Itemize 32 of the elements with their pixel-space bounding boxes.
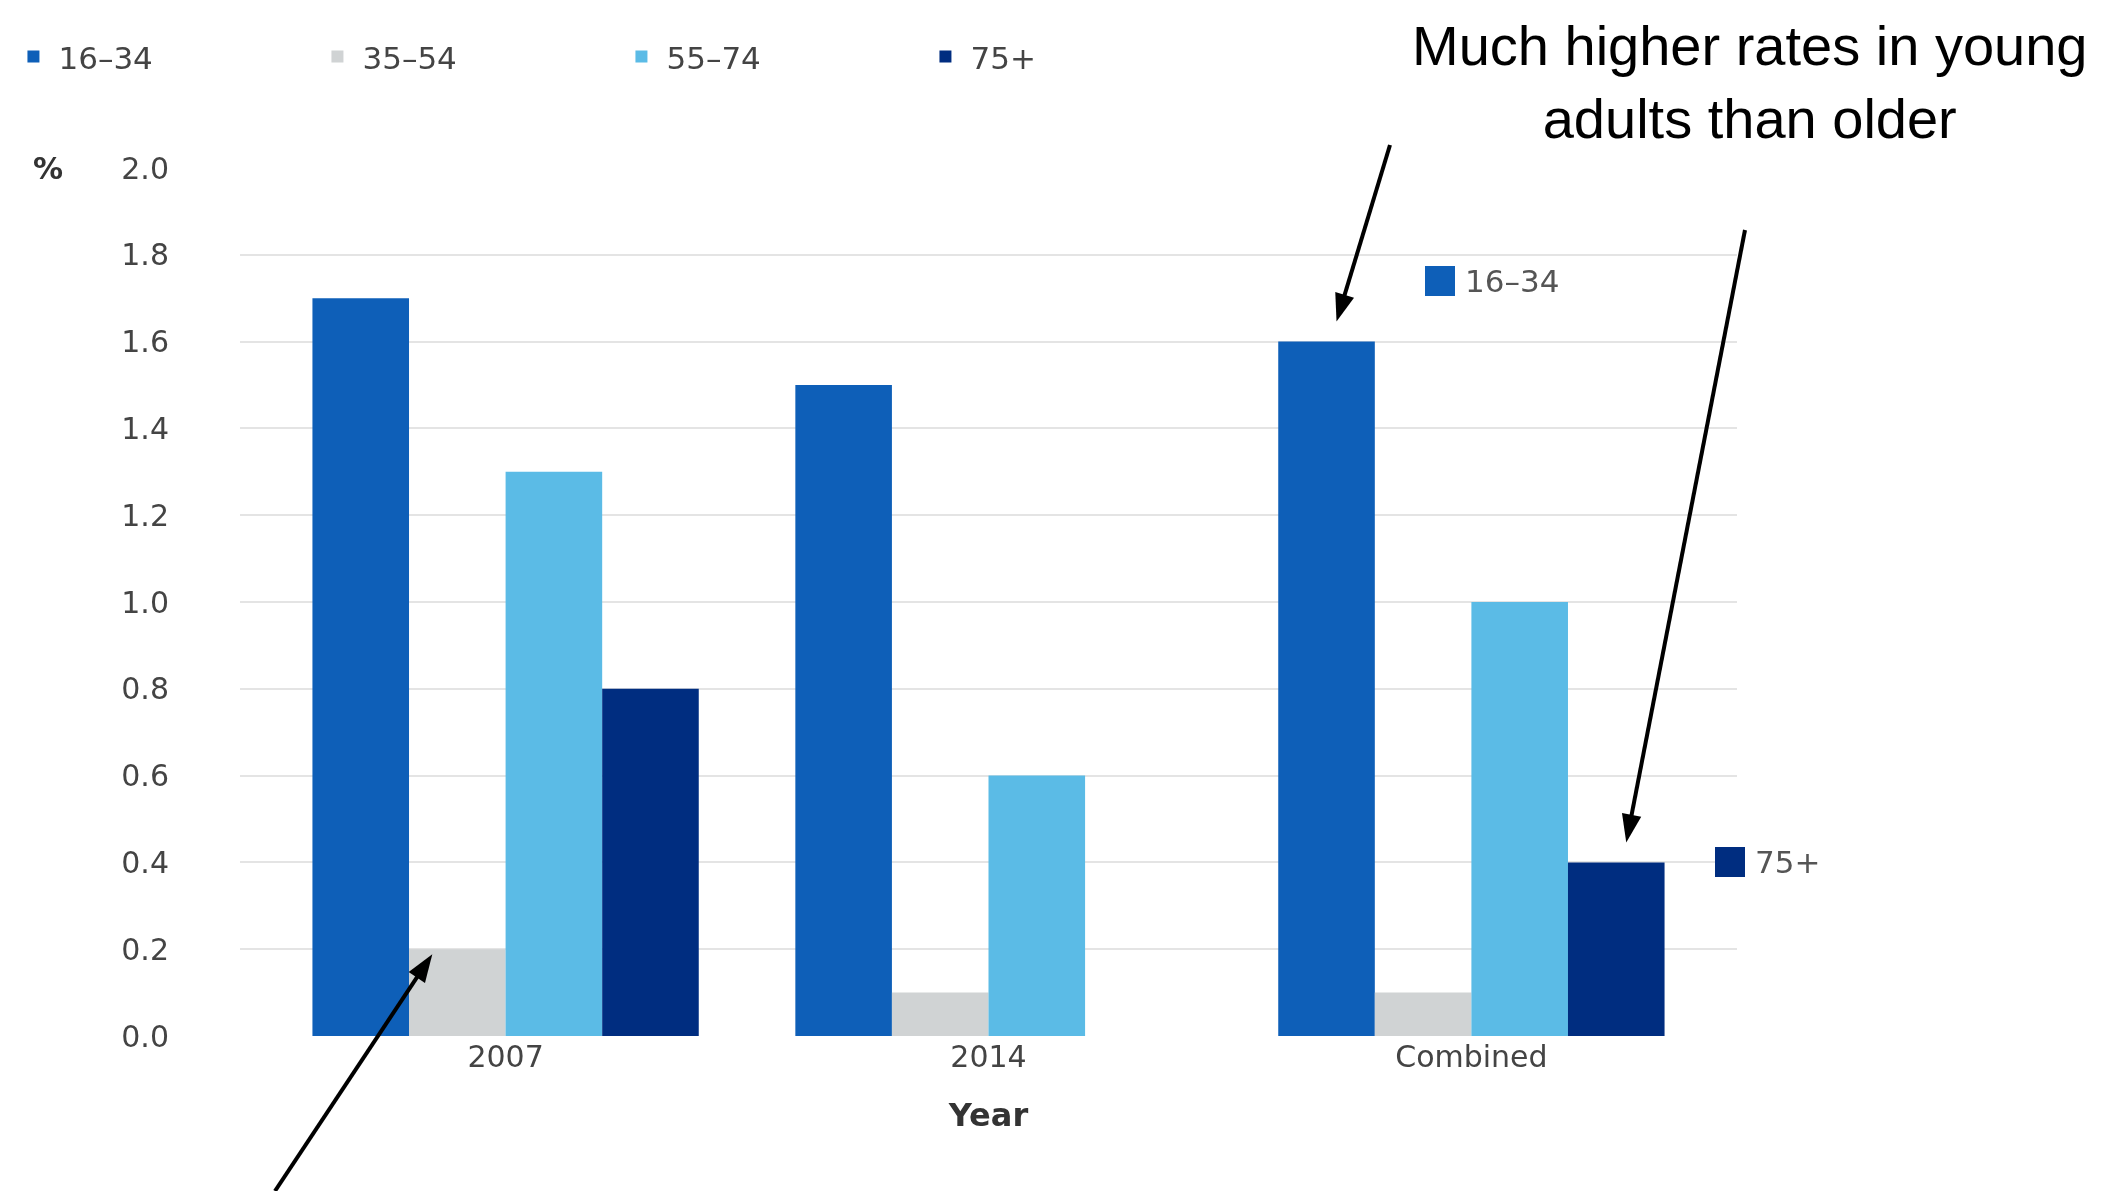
x-axis-title: Year: [947, 1095, 1029, 1134]
x-tick-label: 2007: [467, 1039, 544, 1074]
y-tick-label: 0.2: [121, 931, 169, 967]
bar: [1278, 341, 1375, 1036]
y-axis-title: %: [33, 151, 64, 186]
bar: [891, 992, 989, 1036]
text: Much higher rates in young adults than older: [1412, 14, 2088, 150]
legend-label: 55–74: [666, 39, 761, 76]
bar: [1471, 602, 1568, 1036]
y-tick-label: 0.8: [121, 671, 169, 707]
y-tick-label: 1.4: [121, 410, 169, 446]
legend-label: 16–34: [58, 39, 153, 76]
bar: [1374, 992, 1472, 1036]
legend-label: 35–54: [362, 39, 457, 76]
y-tick-label: 1.6: [121, 324, 169, 360]
legend-label: 75+: [970, 39, 1036, 76]
y-tick-label: 0.4: [121, 844, 169, 880]
x-tick-label: 2014: [950, 1039, 1027, 1074]
y-tick-label: 0.0: [121, 1018, 169, 1054]
y-tick-label: 1.0: [121, 584, 169, 620]
bar: [988, 775, 1086, 1036]
bar: [795, 385, 892, 1036]
bar: [602, 688, 699, 1036]
y-tick-label: 1.2: [121, 497, 169, 533]
y-tick-label: 0.6: [121, 758, 169, 794]
y-tick-label: 2.0: [121, 150, 169, 186]
y-tick-label: 1.8: [121, 237, 169, 273]
x-tick-label: Combined: [1395, 1039, 1548, 1074]
bar: [1567, 862, 1665, 1036]
annotation: 16–34: [1465, 263, 1560, 299]
text: 75+: [1755, 844, 1821, 880]
bar: [505, 471, 603, 1036]
